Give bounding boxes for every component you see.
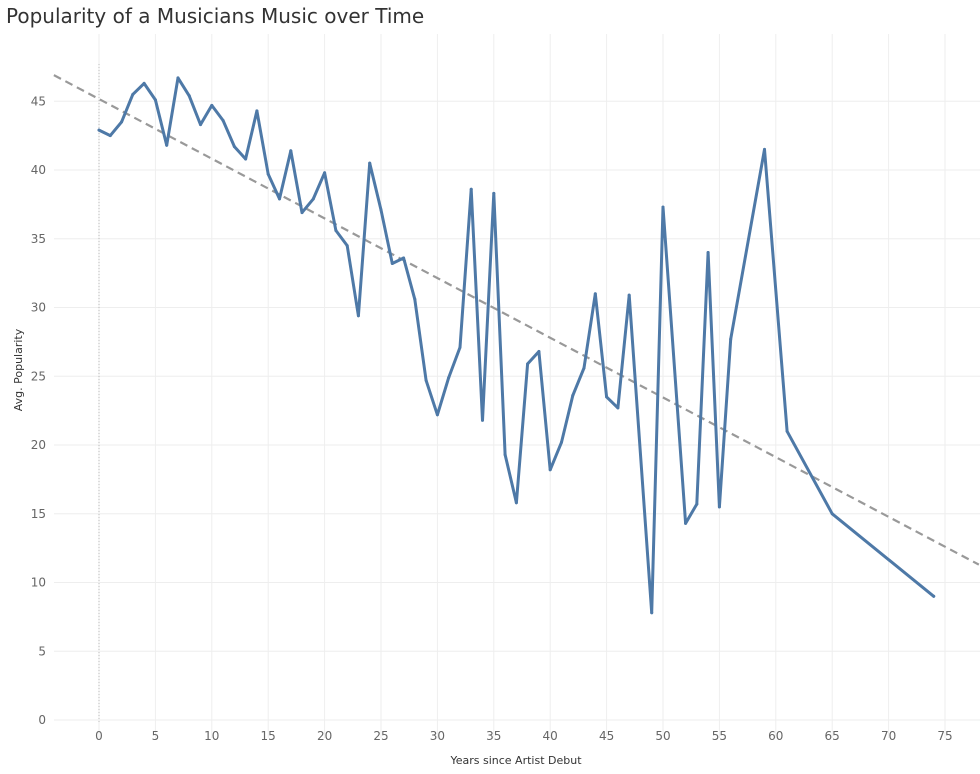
data-point <box>277 197 281 201</box>
data-point <box>684 521 688 525</box>
x-tick-label: 35 <box>486 729 501 743</box>
y-tick-label: 35 <box>31 232 46 246</box>
x-tick-label: 60 <box>768 729 783 743</box>
data-point <box>830 512 834 516</box>
data-point <box>605 395 609 399</box>
x-tick-label: 45 <box>599 729 614 743</box>
data-point <box>255 109 259 113</box>
x-axis-ticks: 0 5 10 15 20 25 30 35 40 45 50 55 60 65 70 75 <box>95 729 952 743</box>
data-point <box>559 440 563 444</box>
data-point <box>729 337 733 341</box>
trend-line <box>53 74 980 566</box>
data-point <box>153 98 157 102</box>
chart-title: Popularity of a Musicians Music over Tim… <box>6 4 425 28</box>
data-point <box>131 92 135 96</box>
data-point <box>469 187 473 191</box>
data-point <box>187 94 191 98</box>
data-point <box>390 262 394 265</box>
data-point <box>356 314 360 318</box>
series-line <box>97 76 936 615</box>
x-axis-title: Years since Artist Debut <box>449 754 582 767</box>
y-tick-label: 30 <box>31 301 46 315</box>
x-tick-label: 40 <box>543 729 558 743</box>
y-tick-label: 0 <box>38 713 46 727</box>
y-tick-label: 5 <box>38 644 46 658</box>
data-point <box>503 453 507 457</box>
y-tick-label: 10 <box>31 576 46 590</box>
series-group <box>97 76 936 615</box>
data-point <box>210 103 214 107</box>
data-point <box>311 197 315 201</box>
data-point <box>165 143 169 147</box>
data-point <box>650 611 654 615</box>
data-point <box>458 345 462 349</box>
data-point <box>447 376 451 380</box>
data-point <box>199 123 203 127</box>
data-point <box>368 161 372 165</box>
x-tick-label: 25 <box>373 729 388 743</box>
data-point <box>402 256 406 260</box>
data-point <box>548 468 552 472</box>
y-tick-label: 20 <box>31 438 46 452</box>
data-point <box>289 149 293 153</box>
x-tick-label: 0 <box>95 729 103 743</box>
data-point <box>717 505 721 509</box>
data-point <box>706 251 710 254</box>
trend-line-group <box>53 74 980 566</box>
x-tick-label: 20 <box>317 729 332 743</box>
grid-lines <box>54 34 980 738</box>
data-point <box>345 244 349 248</box>
data-point <box>593 292 597 296</box>
data-point <box>266 172 270 176</box>
data-point <box>142 81 146 85</box>
data-point <box>616 406 620 410</box>
data-point <box>334 229 338 232</box>
y-tick-label: 25 <box>31 369 46 383</box>
x-tick-label: 70 <box>881 729 896 743</box>
data-point <box>661 205 665 209</box>
data-point <box>221 119 225 122</box>
data-point <box>481 418 485 422</box>
data-point <box>120 120 124 124</box>
data-point <box>514 501 518 505</box>
data-point <box>571 394 575 397</box>
x-tick-label: 30 <box>430 729 445 743</box>
data-point <box>244 157 248 161</box>
data-point <box>785 429 789 433</box>
x-tick-label: 5 <box>152 729 160 743</box>
x-tick-label: 50 <box>655 729 670 743</box>
data-point <box>763 147 767 151</box>
x-tick-label: 15 <box>261 729 276 743</box>
data-point <box>526 362 530 366</box>
x-tick-label: 10 <box>204 729 219 743</box>
data-point <box>627 293 631 297</box>
y-tick-label: 40 <box>31 163 46 177</box>
data-point <box>232 145 236 149</box>
data-point <box>492 191 496 195</box>
data-point <box>537 350 541 353</box>
data-point <box>97 128 101 132</box>
data-point <box>932 594 936 598</box>
data-point <box>413 297 417 301</box>
data-point <box>323 171 327 175</box>
y-tick-label: 45 <box>31 94 46 108</box>
y-tick-label: 15 <box>31 507 46 521</box>
data-point <box>695 502 699 506</box>
y-axis-title: Avg. Popularity <box>12 328 25 411</box>
data-point <box>379 208 383 212</box>
data-point <box>176 76 180 80</box>
data-point <box>582 366 586 370</box>
data-point <box>435 413 439 417</box>
data-point <box>108 134 112 138</box>
data-point <box>424 378 428 382</box>
y-axis-ticks: 0 5 10 15 20 25 30 35 40 45 <box>31 94 46 727</box>
x-tick-label: 55 <box>712 729 727 743</box>
x-tick-label: 75 <box>937 729 952 743</box>
x-tick-label: 65 <box>825 729 840 743</box>
data-point <box>300 211 304 215</box>
